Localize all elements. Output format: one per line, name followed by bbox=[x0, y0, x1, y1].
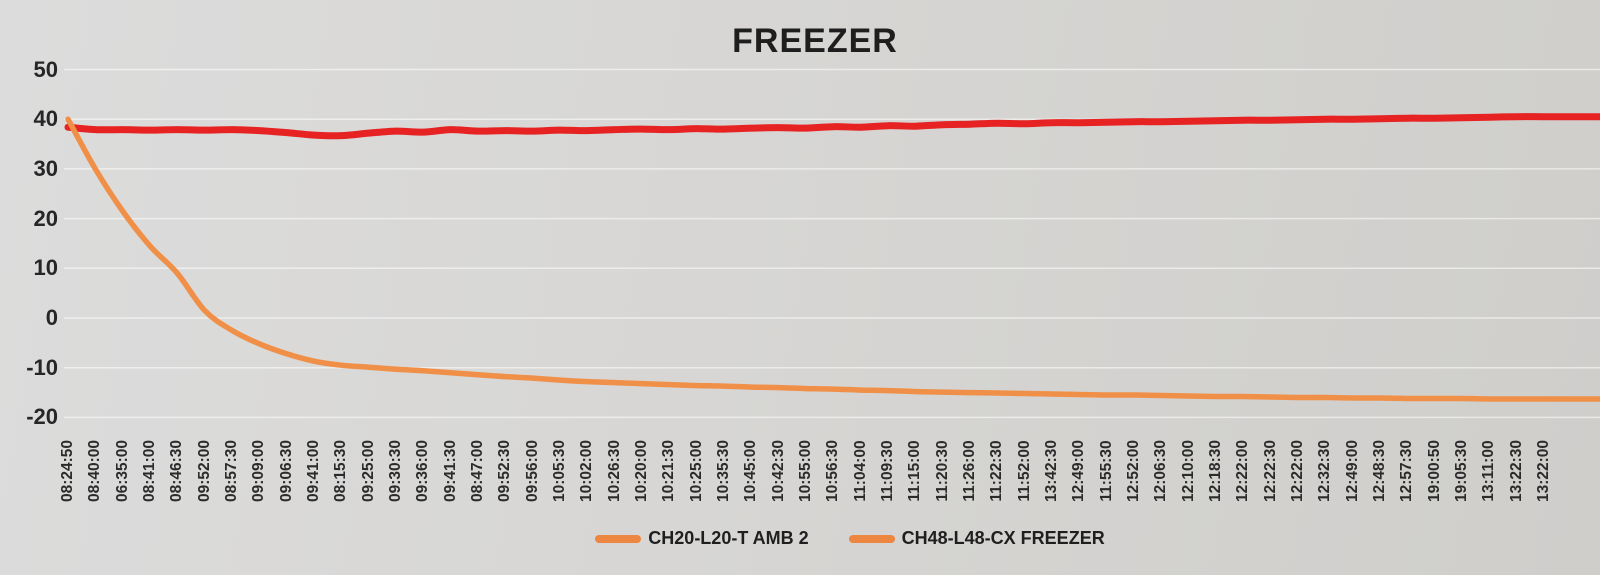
y-axis-label: -10 bbox=[26, 354, 58, 380]
legend-item-freezer: CH48-L48-CX FREEZER bbox=[848, 528, 1105, 549]
series-line-amb bbox=[64, 113, 1600, 140]
x-axis-label: 12:32:30 bbox=[1316, 439, 1334, 503]
legend: CH20-L20-T AMB 2 CH48-L48-CX FREEZER bbox=[0, 528, 1600, 549]
x-axis-label: 08:40:00 bbox=[86, 439, 104, 503]
x-axis-label: 11:22:30 bbox=[988, 440, 1006, 502]
x-axis-label: 11:55:30 bbox=[1097, 440, 1115, 502]
x-axis-label: 11:26:00 bbox=[961, 440, 978, 502]
x-axis-label: 11:04:00 bbox=[851, 440, 869, 502]
x-axis-label: 09:25:00 bbox=[359, 439, 377, 503]
x-axis-label: 09:09:00 bbox=[250, 439, 268, 503]
x-axis-label: 10:05:30 bbox=[551, 439, 568, 503]
x-axis-label: 10:26:30 bbox=[605, 439, 623, 503]
x-axis-label: 19:00:50 bbox=[1425, 439, 1443, 503]
y-axis-label: 30 bbox=[33, 155, 58, 181]
x-axis-label: 11:52:00 bbox=[1015, 440, 1033, 502]
x-axis-label: 13:42:30 bbox=[1043, 439, 1060, 503]
x-axis-label: 09:06:30 bbox=[277, 439, 295, 503]
x-axis-label: 06:35:00 bbox=[113, 439, 131, 503]
legend-label-amb: CH20-L20-T AMB 2 bbox=[648, 528, 809, 548]
x-axis-label: 09:52:30 bbox=[496, 439, 514, 503]
y-axis-label: 20 bbox=[33, 205, 58, 231]
x-axis-label: 12:22:00 bbox=[1234, 439, 1252, 503]
series-line-freezer bbox=[65, 116, 1600, 402]
y-axis-label: 40 bbox=[33, 106, 58, 132]
x-axis-label: 08:46:30 bbox=[168, 439, 186, 503]
x-axis-label: 08:15:30 bbox=[332, 439, 350, 503]
x-axis-label: 09:41:30 bbox=[441, 439, 459, 503]
x-axis-label: 09:52:00 bbox=[195, 439, 213, 503]
x-axis-label: 10:42:30 bbox=[769, 439, 787, 503]
x-axis-label: 10:21:30 bbox=[660, 439, 678, 503]
x-axis-label: 10:55:00 bbox=[797, 439, 814, 503]
x-axis-label: 10:56:30 bbox=[824, 439, 842, 503]
legend-label-freezer: CH48-L48-CX FREEZER bbox=[901, 528, 1105, 548]
x-axis-label: 08:41:00 bbox=[141, 439, 158, 503]
x-axis-label: 12:06:30 bbox=[1152, 439, 1170, 503]
y-axis-label: 50 bbox=[33, 56, 58, 82]
x-axis-label: 12:18:30 bbox=[1207, 439, 1224, 503]
x-axis-label: 09:56:00 bbox=[523, 439, 541, 503]
x-axis-label: 10:25:00 bbox=[687, 439, 705, 503]
x-axis-label: 09:41:00 bbox=[305, 439, 322, 503]
chart-title: FREEZER bbox=[732, 22, 898, 60]
x-axis-label: 08:57:30 bbox=[223, 439, 240, 503]
y-axis-label: -20 bbox=[26, 404, 58, 430]
x-axis-label: 08:24:50 bbox=[59, 439, 76, 503]
x-axis-label: 11:20:30 bbox=[933, 440, 951, 502]
x-axis-label: 12:48:30 bbox=[1371, 439, 1388, 503]
x-axis-label: 10:20:00 bbox=[633, 439, 650, 503]
legend-marker-icon bbox=[848, 534, 895, 543]
x-axis-label: 08:47:00 bbox=[469, 439, 486, 503]
x-axis-label: 12:10:00 bbox=[1179, 439, 1197, 503]
x-axis-label: 12:52:00 bbox=[1125, 439, 1142, 503]
x-axis-label: 09:36:00 bbox=[414, 439, 432, 503]
x-axis-label: 10:35:30 bbox=[715, 439, 732, 503]
x-axis-label: 19:05:30 bbox=[1453, 439, 1470, 503]
legend-marker-icon bbox=[595, 534, 642, 543]
x-axis-label: 10:02:00 bbox=[578, 439, 596, 503]
x-axis-label: 12:57:30 bbox=[1398, 439, 1416, 503]
x-axis-label: 12:49:00 bbox=[1070, 439, 1088, 503]
x-axis-label: 13:11:00 bbox=[1480, 440, 1498, 502]
x-axis-label: 12:22:00 bbox=[1289, 439, 1306, 503]
x-axis-label: 11:09:30 bbox=[879, 440, 896, 502]
x-axis-label: 11:15:00 bbox=[906, 440, 924, 502]
y-axis-label: 10 bbox=[33, 255, 58, 281]
x-axis-label: 12:49:00 bbox=[1343, 439, 1361, 503]
x-axis-label: 10:45:00 bbox=[742, 439, 760, 503]
x-axis-label: 12:22:30 bbox=[1261, 439, 1279, 503]
x-axis-label: 13:22:30 bbox=[1507, 439, 1525, 503]
legend-item-amb: CH20-L20-T AMB 2 bbox=[595, 528, 809, 549]
x-axis-label: 09:30:30 bbox=[387, 439, 404, 503]
y-axis-label: 0 bbox=[45, 305, 58, 330]
x-axis-label: 13:22:00 bbox=[1535, 439, 1552, 503]
